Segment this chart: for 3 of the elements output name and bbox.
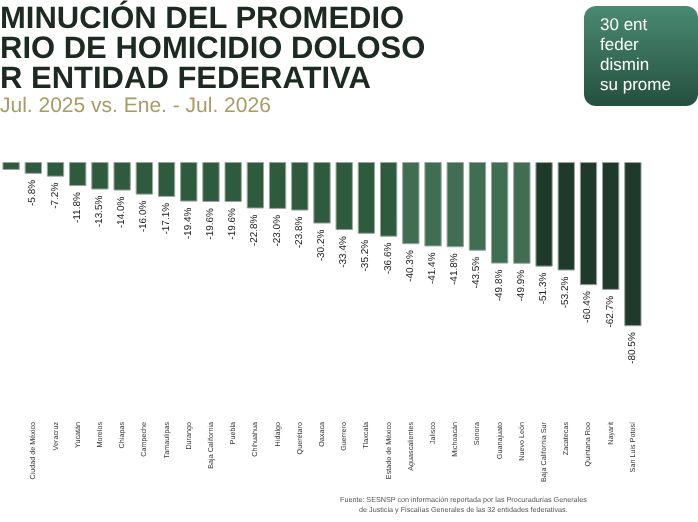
chart-title: MINUCIÓN DEL PROMEDIO RIO DE HOMICIDIO DOLOSO R ENTIDAD FEDERATIVA bbox=[0, 2, 426, 96]
text: 30 ent feder dismin su prome bbox=[584, 6, 698, 106]
chart-subtitle: Jul. 2025 vs. Ene. - Jul. 2026 bbox=[0, 94, 271, 118]
